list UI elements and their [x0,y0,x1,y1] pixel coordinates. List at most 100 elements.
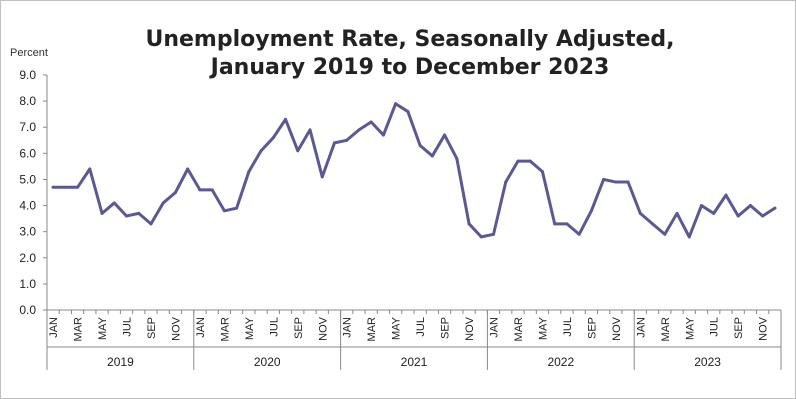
month-label: JUL [562,317,574,337]
month-label: JAN [635,317,647,338]
month-label: MAY [684,316,696,340]
month-label: JAN [195,317,207,338]
month-label: JUL [415,317,427,337]
month-label: NOV [611,316,623,341]
data-point [63,185,67,189]
data-point [638,211,642,215]
data-point [186,167,190,171]
data-point [565,222,569,226]
data-point [492,232,496,236]
data-point [553,222,557,226]
data-point [51,185,55,189]
month-label: MAY [244,316,256,340]
chart-title-line2: January 2019 to December 2023 [210,55,610,80]
y-tick-label: 9.0 [19,68,36,82]
data-point [210,188,214,192]
data-point [589,209,593,213]
month-label: SEP [146,317,158,339]
year-label: 2019 [107,355,134,369]
data-point [198,188,202,192]
month-label: JAN [489,317,501,338]
data-point [161,201,165,205]
data-point [516,159,520,163]
data-point [577,232,581,236]
month-label: JAN [342,317,354,338]
data-point [540,170,544,174]
data-point [394,102,398,106]
data-point [247,170,251,174]
data-point [235,206,239,210]
data-point [418,144,422,147]
month-label: MAR [219,317,231,342]
month-label: MAY [391,316,403,340]
data-point [125,214,129,218]
month-label: MAY [537,316,549,340]
data-point [626,180,630,184]
data-point [761,214,765,218]
month-label: JUL [122,317,134,337]
data-point [100,211,104,215]
data-point [687,235,691,239]
data-point [467,222,471,226]
y-tick-label: 2.0 [19,251,36,265]
y-tick-label: 4.0 [19,199,36,213]
month-label: SEP [586,317,598,339]
data-point [271,136,275,140]
y-tick-label: 8.0 [19,94,36,108]
data-point [724,193,728,197]
data-point [736,214,740,218]
data-point [675,211,679,215]
year-label: 2023 [694,355,721,369]
year-label: 2020 [254,355,281,369]
month-label: MAR [366,317,378,342]
chart-title-line1: Unemployment Rate, Seasonally Adjusted, [145,27,675,52]
y-tick-label: 5.0 [19,172,36,186]
data-point [651,222,655,226]
data-point [88,167,92,171]
data-point [430,154,434,158]
month-label: JUL [268,317,280,337]
data-point [222,209,226,213]
month-label: NOV [317,316,329,341]
data-point [284,117,288,121]
month-label: JAN [48,317,60,338]
data-point [137,211,141,215]
data-point [602,177,606,181]
data-point [504,180,508,184]
data-point [173,191,177,194]
y-tick-label: 7.0 [19,120,36,134]
data-point [773,206,777,210]
data-point [381,133,385,137]
data-point [308,128,312,132]
y-tick-label: 0.0 [19,303,36,317]
data-point [748,204,752,208]
month-label: NOV [464,316,476,341]
month-label: NOV [170,316,182,341]
data-point [614,180,618,184]
month-label: SEP [293,317,305,339]
year-label: 2021 [401,355,428,369]
y-tick-label: 3.0 [19,225,36,239]
month-label: SEP [733,317,745,339]
month-label: MAR [660,317,672,342]
year-label: 2022 [547,355,574,369]
series-line [51,102,777,239]
data-point [455,157,459,161]
data-point [369,120,373,124]
data-point [296,149,300,153]
y-axis-label: Percent [10,47,48,59]
y-tick-label: 6.0 [19,146,36,160]
data-point [112,201,116,205]
data-point [712,211,716,215]
data-point [320,175,324,179]
month-label: JUL [709,317,721,337]
month-label: NOV [758,316,770,341]
data-point [149,222,153,226]
month-label: MAR [73,317,85,342]
data-point [699,204,703,208]
data-point [357,128,361,132]
data-point [345,138,349,142]
data-point [76,185,80,189]
month-label: MAR [513,317,525,342]
